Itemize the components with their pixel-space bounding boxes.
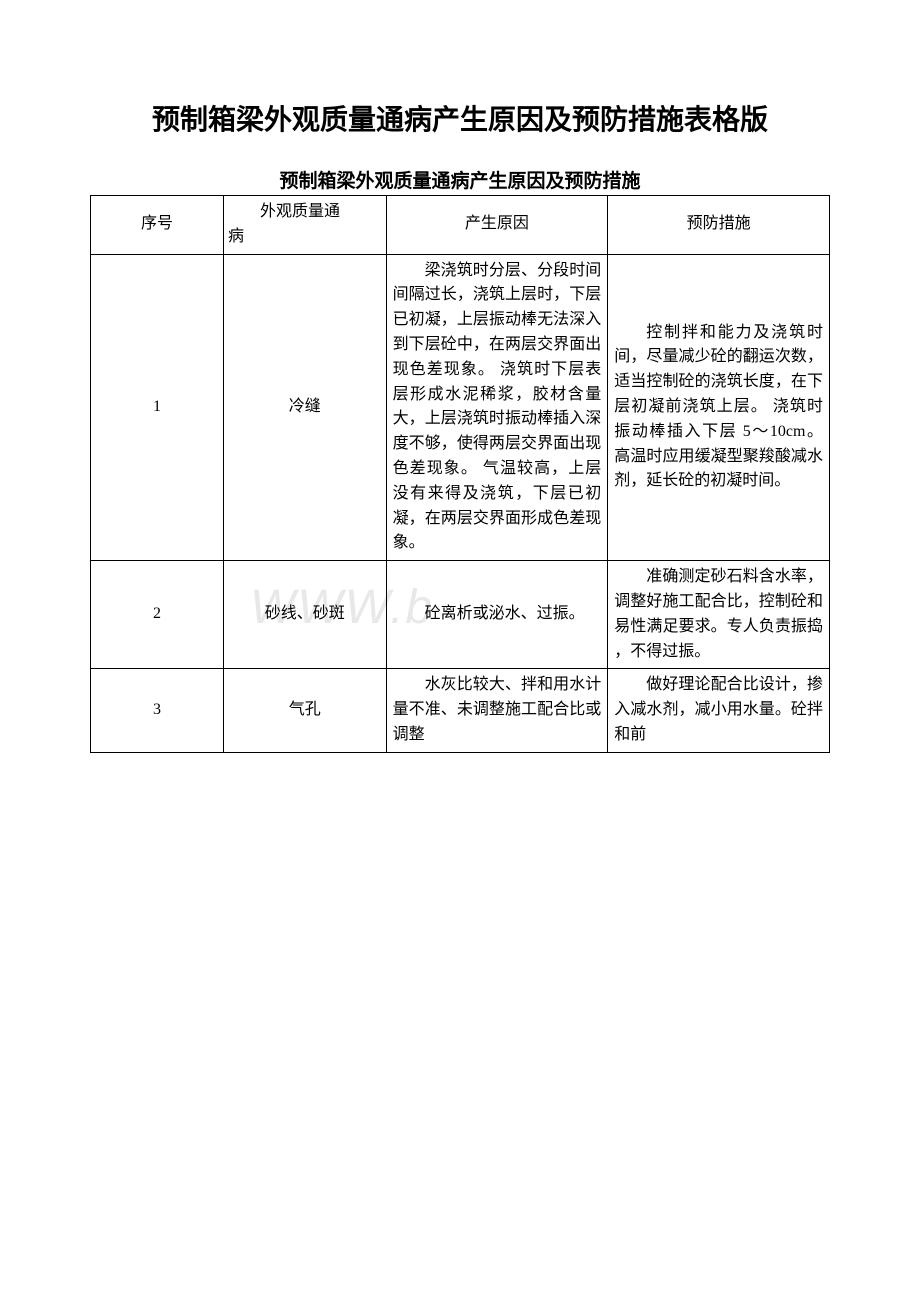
table-row: 2 砂线、砂斑 砼离析或泌水、过振。 准确测定砂石料含水率，调整好施工配合比，控… <box>91 561 830 669</box>
cell-defect-2: 砂线、砂斑 <box>224 561 387 669</box>
table-container: 序号 外观质量通 病 产生原因 预防措施 1 冷缝 梁浇筑时分层、分段时间间隔过… <box>90 195 830 753</box>
header-defect: 外观质量通 病 <box>224 196 387 255</box>
cell-cause-1: 梁浇筑时分层、分段时间间隔过长，浇筑上层时，下层已初凝，上层振动棒无法深入到下层… <box>386 254 608 561</box>
cell-cause-2-text: 砼离析或泌水、过振。 <box>393 602 602 627</box>
header-prevention: 预防措施 <box>608 196 830 255</box>
cell-num-3: 3 <box>91 669 224 752</box>
cell-prevention-1: 控制拌和能力及浇筑时间，尽量减少砼的翻运次数，适当控制砼的浇筑长度，在下层初凝前… <box>608 254 830 561</box>
cell-num-1: 1 <box>91 254 224 561</box>
defects-table: 序号 外观质量通 病 产生原因 预防措施 1 冷缝 梁浇筑时分层、分段时间间隔过… <box>90 195 830 753</box>
cell-prevention-3-text: 做好理论配合比设计，掺入减水剂，减小用水量。砼拌和前 <box>614 673 823 747</box>
header-seq: 序号 <box>91 196 224 255</box>
header-defect-line2: 病 <box>228 225 380 250</box>
sub-title: 预制箱梁外观质量通病产生原因及预防措施 <box>90 166 830 193</box>
cell-cause-2: 砼离析或泌水、过振。 <box>386 561 608 669</box>
cell-prevention-3: 做好理论配合比设计，掺入减水剂，减小用水量。砼拌和前 <box>608 669 830 752</box>
table-row: 1 冷缝 梁浇筑时分层、分段时间间隔过长，浇筑上层时，下层已初凝，上层振动棒无法… <box>91 254 830 561</box>
table-row: 3 气孔 水灰比较大、拌和用水计量不准、未调整施工配合比或调整 做好理论配合比设… <box>91 669 830 752</box>
cell-prevention-1-text: 控制拌和能力及浇筑时间，尽量减少砼的翻运次数，适当控制砼的浇筑长度，在下层初凝前… <box>614 321 823 495</box>
cell-defect-3: 气孔 <box>224 669 387 752</box>
cell-cause-3: 水灰比较大、拌和用水计量不准、未调整施工配合比或调整 <box>386 669 608 752</box>
cell-defect-1: 冷缝 <box>224 254 387 561</box>
header-cause: 产生原因 <box>386 196 608 255</box>
cell-cause-3-text: 水灰比较大、拌和用水计量不准、未调整施工配合比或调整 <box>393 673 602 747</box>
cell-prevention-2: 准确测定砂石料含水率，调整好施工配合比，控制砼和易性满足要求。专人负责振捣 ，不… <box>608 561 830 669</box>
main-title: 预制箱梁外观质量通病产生原因及预防措施表格版 <box>90 100 830 142</box>
cell-cause-1-text: 梁浇筑时分层、分段时间间隔过长，浇筑上层时，下层已初凝，上层振动棒无法深入到下层… <box>393 259 602 557</box>
cell-num-2: 2 <box>91 561 224 669</box>
header-defect-line1: 外观质量通 <box>228 200 380 225</box>
table-header-row: 序号 外观质量通 病 产生原因 预防措施 <box>91 196 830 255</box>
cell-prevention-2-text: 准确测定砂石料含水率，调整好施工配合比，控制砼和易性满足要求。专人负责振捣 ，不… <box>614 565 823 664</box>
